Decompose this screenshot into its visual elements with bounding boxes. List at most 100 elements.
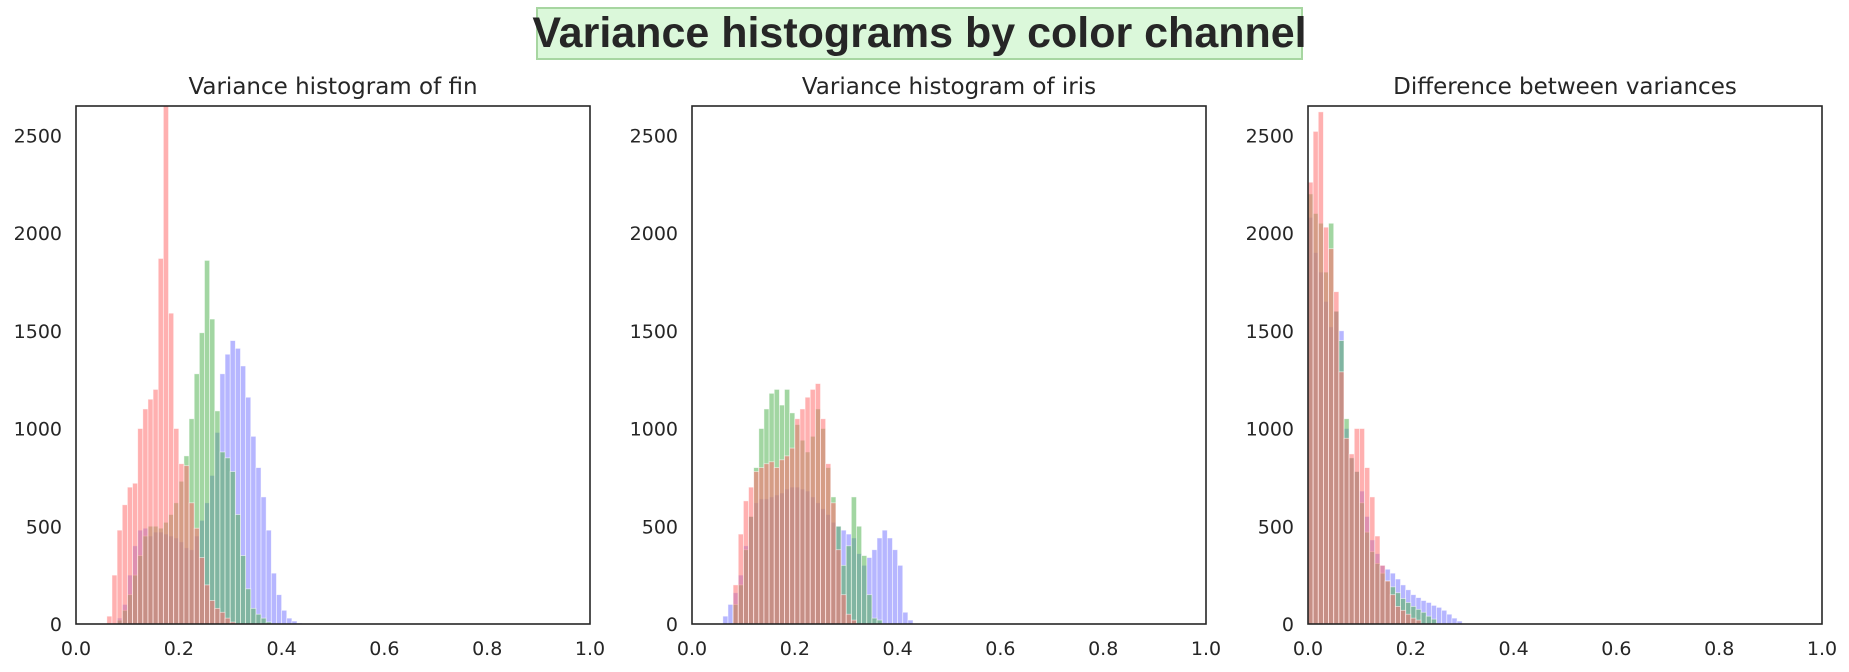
bar-red [1338, 371, 1345, 624]
y-tick-label: 2500 [14, 125, 62, 147]
bar-red [127, 486, 133, 624]
histogram-bars [722, 383, 914, 624]
x-tick-label: 0.0 [61, 638, 91, 660]
x-tick-label: 1.0 [1807, 638, 1837, 660]
y-tick-label: 0 [1282, 614, 1294, 636]
bar-green [209, 318, 216, 624]
bar-red [214, 607, 221, 624]
bar-green [224, 457, 231, 624]
bar-red [1359, 428, 1365, 624]
x-tick-label: 0.4 [882, 638, 912, 660]
histogram-bars [1308, 111, 1463, 624]
bar-green [234, 514, 241, 624]
x-tick-label: 0.8 [1088, 638, 1118, 660]
bar-red [162, 106, 169, 624]
bar-green [845, 545, 852, 624]
x-tick-label: 0.8 [472, 638, 502, 660]
axes-frame [691, 105, 1207, 625]
bar-blue [902, 611, 909, 624]
bar-red [768, 461, 775, 624]
bar-red [778, 459, 785, 624]
bar-green [866, 594, 873, 624]
bar-red [224, 617, 231, 624]
y-tick-label: 0 [50, 614, 62, 636]
bar-blue [1436, 606, 1443, 624]
histogram-panel-fin: Variance histogram of fin 0 500 1000 1500 200… [14, 74, 605, 660]
bar-blue [892, 549, 899, 624]
bar-green [255, 613, 262, 624]
bar-red [209, 600, 216, 624]
bar-red [1348, 453, 1355, 624]
y-tick-label: 2500 [1246, 125, 1294, 147]
bar-red [850, 619, 857, 624]
bar-green [250, 607, 257, 624]
bar-green [1420, 611, 1427, 624]
x-tick-label: 0.0 [677, 638, 707, 660]
bar-red [1317, 111, 1324, 624]
y-tick-label: 1000 [630, 419, 678, 441]
bar-red [1323, 226, 1329, 624]
y-tick-label: 1000 [14, 419, 62, 441]
bar-blue [276, 594, 282, 624]
bar-blue [897, 564, 904, 624]
y-tick-label: 1000 [1246, 419, 1294, 441]
bar-red [773, 467, 780, 624]
bar-red [1394, 606, 1401, 624]
x-tick-label: 0.2 [1396, 638, 1426, 660]
bar-red [1410, 617, 1417, 624]
bar-red [152, 389, 159, 624]
y-tick-label: 500 [26, 516, 62, 538]
x-tick-label: 0.4 [266, 638, 296, 660]
bar-green [219, 451, 226, 624]
bar-green [850, 496, 857, 624]
bar-red [173, 428, 180, 624]
bar-red [1328, 248, 1335, 624]
bar-red [198, 557, 205, 624]
bar-green [876, 619, 883, 624]
y-tick-label: 1500 [1246, 321, 1294, 343]
x-tick-label: 1.0 [1191, 638, 1221, 660]
bar-green [229, 471, 236, 624]
bar-blue [265, 529, 272, 624]
bar-red [1415, 619, 1422, 624]
histogram-panel-iris: Variance histogram of iris 0 500 1000 1500 20… [630, 74, 1221, 660]
bar-red [132, 482, 139, 624]
bar-red [814, 383, 821, 624]
bar-red [809, 389, 816, 624]
x-tick-label: 0.6 [1601, 638, 1631, 660]
bar-blue [727, 604, 734, 624]
bar-green [871, 617, 878, 624]
axes-frame [1307, 105, 1823, 625]
bar-red [794, 418, 801, 624]
bar-blue [1456, 620, 1463, 624]
bar-red [1384, 580, 1391, 624]
bar-red [732, 584, 739, 624]
bar-blue [260, 496, 267, 624]
bar-red [219, 611, 226, 624]
panel-title: Variance histogram of iris [802, 74, 1096, 100]
y-tick-label: 2500 [630, 125, 678, 147]
bar-red [1374, 535, 1381, 624]
histogram-panel-difference: Difference between variances 0 500 1000 1500… [1246, 74, 1837, 660]
bar-red [147, 398, 154, 624]
bar-red [820, 418, 827, 624]
bar-red [1405, 613, 1412, 624]
series-red [1308, 111, 1422, 624]
bar-red [835, 549, 842, 624]
bar-red [1364, 467, 1371, 624]
bar-blue [286, 617, 293, 624]
histogram-bars [106, 106, 303, 624]
x-tick-label: 0.6 [369, 638, 399, 660]
bar-red [748, 486, 755, 624]
bar-red [106, 615, 113, 624]
bar-green [260, 617, 267, 624]
x-tick-label: 0.4 [1498, 638, 1528, 660]
bar-red [1369, 496, 1376, 624]
bar-red [825, 463, 832, 624]
bar-red [188, 502, 195, 624]
bar-green [240, 555, 247, 624]
bar-red [753, 471, 760, 624]
bar-red [804, 396, 811, 624]
bar-red [168, 312, 175, 624]
